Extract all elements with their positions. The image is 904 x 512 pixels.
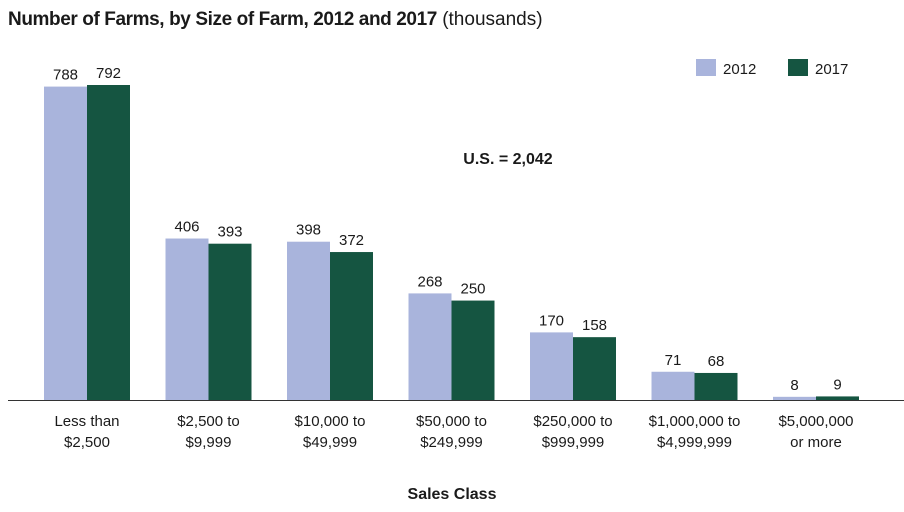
bar-2017-3	[451, 300, 495, 400]
x-tick-label-3-0: $50,000 to	[416, 413, 487, 430]
x-axis-label: Sales Class	[408, 486, 497, 503]
legend-swatch-2017	[788, 59, 808, 76]
bar-value-label-2012-2: 398	[296, 222, 321, 239]
chart-title-block: Number of Farms, by Size of Farm, 2012 a…	[8, 9, 543, 31]
x-tick-labels-group: Less than $2,500 $2,500 to $9,999 $10,000 to…	[54, 413, 853, 451]
bar-2017-1	[208, 243, 252, 400]
bar-value-label-2017-5: 68	[708, 353, 725, 370]
bar-value-label-2017-1: 393	[217, 224, 242, 241]
bar-value-label-2012-1: 406	[174, 219, 199, 236]
x-tick-label-0-0: Less than	[54, 413, 119, 430]
bar-2017-6	[816, 396, 859, 400]
x-tick-label-2-0: $10,000 to	[295, 413, 366, 430]
chart-subtitle: (thousands)	[442, 9, 543, 30]
bar-value-label-2017-2: 372	[339, 232, 364, 249]
bar-2017-5	[694, 372, 738, 400]
x-tick-label-0-1: $2,500	[64, 434, 110, 451]
bar-2012-3	[408, 293, 452, 400]
legend-label-2012: 2012	[723, 61, 756, 78]
legend-label-2017: 2017	[815, 61, 848, 78]
bars-group	[44, 85, 859, 400]
x-tick-label-3-1: $249,999	[420, 434, 483, 451]
x-tick-label-6-1: or more	[790, 434, 842, 451]
bar-2012-1	[165, 238, 209, 400]
x-tick-label-4-1: $999,999	[542, 434, 605, 451]
bar-value-label-2017-0: 792	[96, 65, 121, 82]
x-tick-label-4-0: $250,000 to	[533, 413, 612, 430]
x-tick-label-1-0: $2,500 to	[177, 413, 240, 430]
bar-2017-4	[573, 337, 616, 400]
x-tick-label-2-1: $49,999	[303, 434, 357, 451]
bar-2017-0	[87, 85, 130, 400]
bar-value-label-2012-0: 788	[53, 67, 78, 84]
x-tick-label-5-0: $1,000,000 to	[649, 413, 741, 430]
chart-title: Number of Farms, by Size of Farm, 2012 a…	[8, 9, 437, 30]
bar-labels-group: 788 792 406 393 398 372 268 250 170 158 71 68 8 9	[53, 65, 842, 394]
bar-2012-0	[44, 86, 87, 400]
bar-2012-5	[651, 371, 695, 400]
bar-2012-2	[287, 241, 330, 400]
bar-value-label-2012-5: 71	[665, 352, 682, 369]
x-tick-label-1-1: $9,999	[186, 434, 232, 451]
bar-value-label-2017-4: 158	[582, 317, 607, 334]
x-tick-label-6-0: $5,000,000	[778, 413, 853, 430]
bar-value-label-2012-3: 268	[417, 273, 442, 290]
x-tick-label-5-1: $4,999,999	[657, 434, 732, 451]
legend-swatch-2012	[696, 59, 716, 76]
bar-2012-4	[530, 332, 573, 400]
bar-value-label-2012-6: 8	[790, 377, 798, 394]
legend: 2012 2017	[696, 59, 848, 78]
us-total-annotation: U.S. = 2,042	[463, 151, 552, 168]
bar-2017-2	[330, 252, 373, 400]
bar-value-label-2017-6: 9	[833, 376, 841, 393]
bar-2012-6	[773, 396, 816, 400]
bar-value-label-2012-4: 170	[539, 312, 564, 329]
bar-value-label-2017-3: 250	[460, 281, 485, 298]
